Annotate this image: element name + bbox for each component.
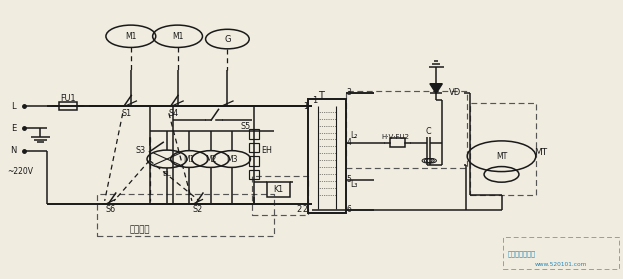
- Text: L: L: [11, 102, 16, 110]
- Text: L₂: L₂: [351, 131, 358, 140]
- Text: M1: M1: [125, 32, 136, 41]
- Bar: [249, 156, 259, 166]
- Text: S5: S5: [241, 122, 251, 131]
- Text: 1: 1: [312, 97, 317, 105]
- Bar: [390, 138, 405, 147]
- Text: ~220V: ~220V: [7, 167, 33, 176]
- Bar: [249, 129, 259, 139]
- Text: S2: S2: [193, 205, 203, 214]
- Text: S3: S3: [136, 146, 146, 155]
- Polygon shape: [430, 84, 442, 93]
- Text: M1: M1: [184, 155, 195, 163]
- Text: L₃: L₃: [351, 180, 358, 189]
- Text: M3: M3: [226, 155, 237, 163]
- Text: 家电维修资料网: 家电维修资料网: [508, 251, 536, 257]
- Text: 3: 3: [346, 88, 351, 97]
- Text: S6: S6: [106, 205, 116, 214]
- Bar: [308, 99, 346, 213]
- Bar: [249, 143, 259, 152]
- Text: M1: M1: [172, 32, 183, 41]
- Text: T: T: [318, 91, 324, 101]
- Bar: [249, 170, 259, 179]
- Text: 2: 2: [303, 205, 308, 214]
- Text: MT: MT: [496, 152, 507, 161]
- Text: S4: S4: [168, 109, 178, 118]
- Text: 4: 4: [346, 138, 351, 147]
- Text: G: G: [224, 35, 231, 44]
- Text: FU1: FU1: [60, 94, 75, 103]
- Bar: [59, 102, 77, 110]
- Bar: [267, 182, 290, 197]
- Text: VD: VD: [449, 88, 461, 97]
- Text: EH: EH: [261, 146, 272, 155]
- Text: 门关状态: 门关状态: [130, 226, 150, 235]
- Text: H·V·FU2: H·V·FU2: [381, 134, 409, 140]
- Text: S1: S1: [121, 109, 131, 118]
- Text: M2: M2: [205, 155, 216, 163]
- Text: K1: K1: [273, 185, 283, 194]
- Text: MT: MT: [534, 148, 548, 157]
- Text: 6: 6: [346, 205, 351, 214]
- Text: EL: EL: [163, 171, 171, 177]
- Text: 5: 5: [346, 175, 351, 184]
- Text: www.520101.com: www.520101.com: [535, 262, 587, 267]
- Text: 1: 1: [303, 102, 308, 111]
- Text: E: E: [11, 124, 16, 133]
- Text: 2: 2: [297, 205, 302, 214]
- Text: C: C: [426, 127, 432, 136]
- Text: N: N: [11, 146, 17, 155]
